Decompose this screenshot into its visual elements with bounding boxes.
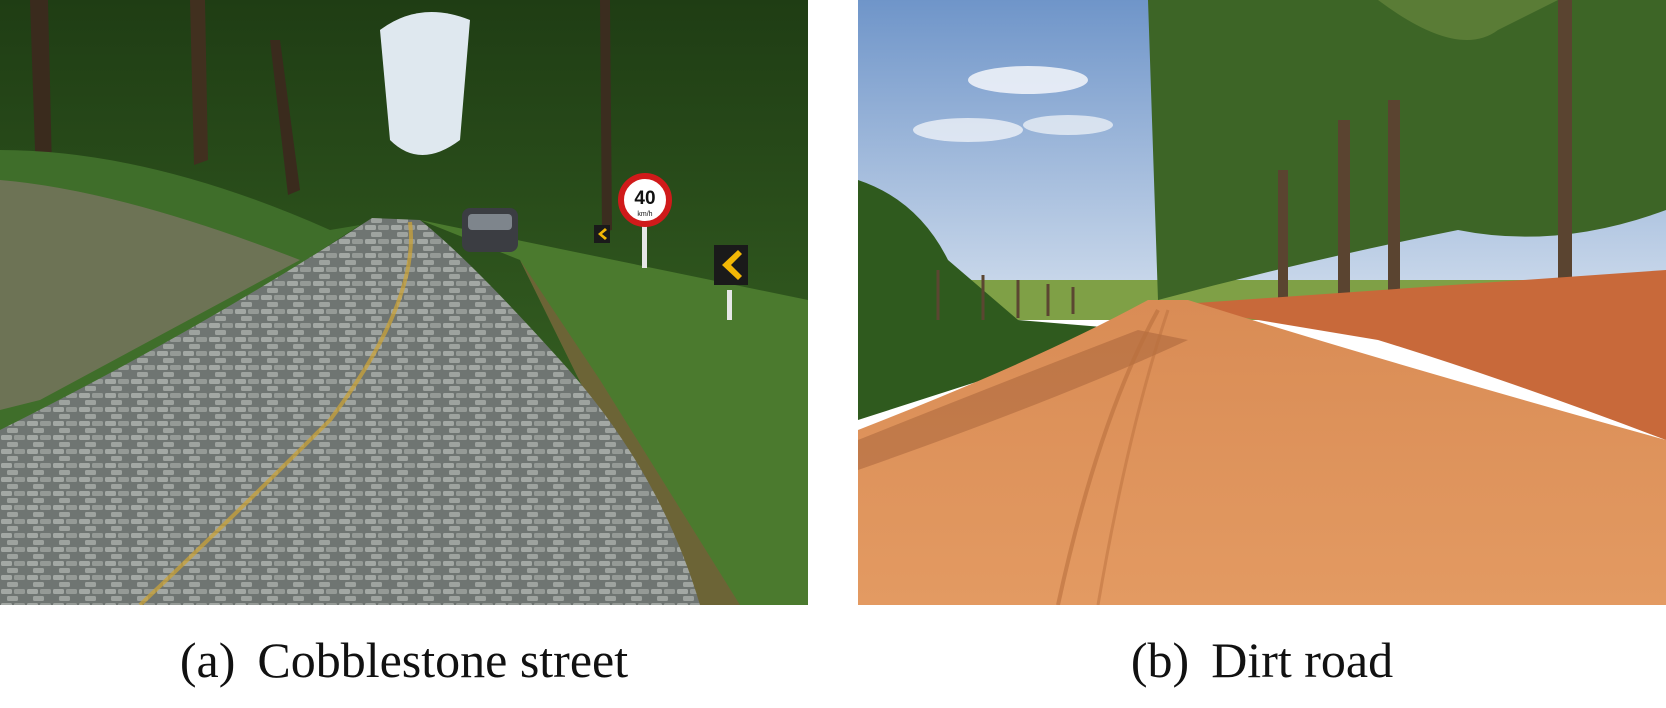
cobblestone-scene: 40 km/h: [0, 0, 808, 605]
panel-b-caption: (b) Dirt road: [858, 620, 1666, 700]
panel-a-title: Cobblestone street: [257, 632, 629, 688]
panel-a-tag: (a): [179, 632, 236, 688]
speed-limit-sign-icon: [618, 173, 672, 227]
panel-b-tag: (b): [1130, 632, 1190, 688]
panel-a-caption: (a) Cobblestone street: [0, 620, 808, 700]
panel-b-title: Dirt road: [1211, 632, 1394, 688]
cobblestone-street-photo: 40 km/h: [0, 0, 808, 605]
dirt-road-photo: [858, 0, 1666, 605]
speed-limit-value: 40: [634, 188, 655, 209]
dirt-road-scene: [858, 0, 1666, 605]
speed-limit-unit: km/h: [637, 211, 652, 218]
